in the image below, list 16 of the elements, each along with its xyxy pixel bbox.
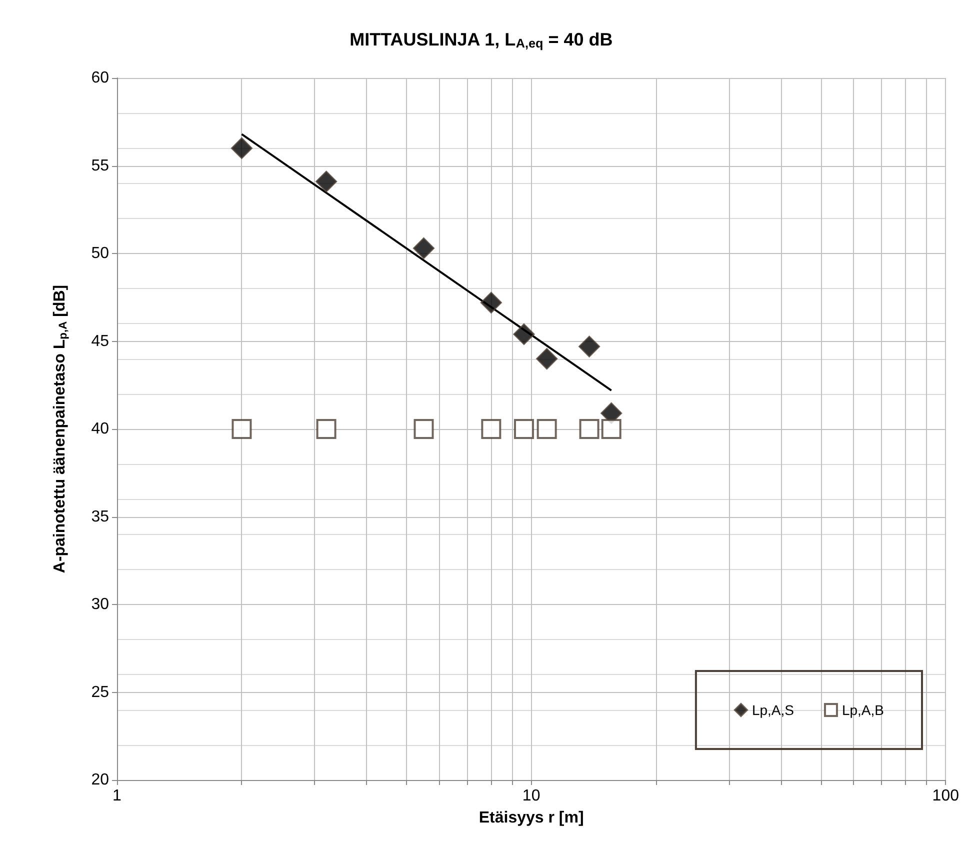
y-tick-label: 30 [91, 596, 110, 613]
legend-label: Lp,A,B [842, 702, 884, 718]
y-tick-label: 25 [91, 684, 110, 701]
x-tick-label: 10 [522, 788, 540, 804]
legend-label: Lp,A,S [752, 702, 794, 718]
y-axis-title: A-painotettu äänenpainetaso Lp,A [dB] [51, 284, 70, 574]
x-tick-label: 100 [932, 788, 960, 804]
y-tick-label: 50 [91, 245, 110, 262]
y-tick-label: 55 [91, 157, 110, 174]
x-axis-title: Etäisyys r [m] [478, 810, 584, 826]
y-tick-label: 40 [91, 420, 110, 438]
x-tick-label: 1 [112, 788, 122, 804]
y-tick-label: 20 [91, 772, 110, 788]
y-tick-label: 35 [91, 508, 110, 526]
y-tick-label: 45 [91, 332, 110, 350]
y-tick-label: 60 [91, 70, 110, 86]
